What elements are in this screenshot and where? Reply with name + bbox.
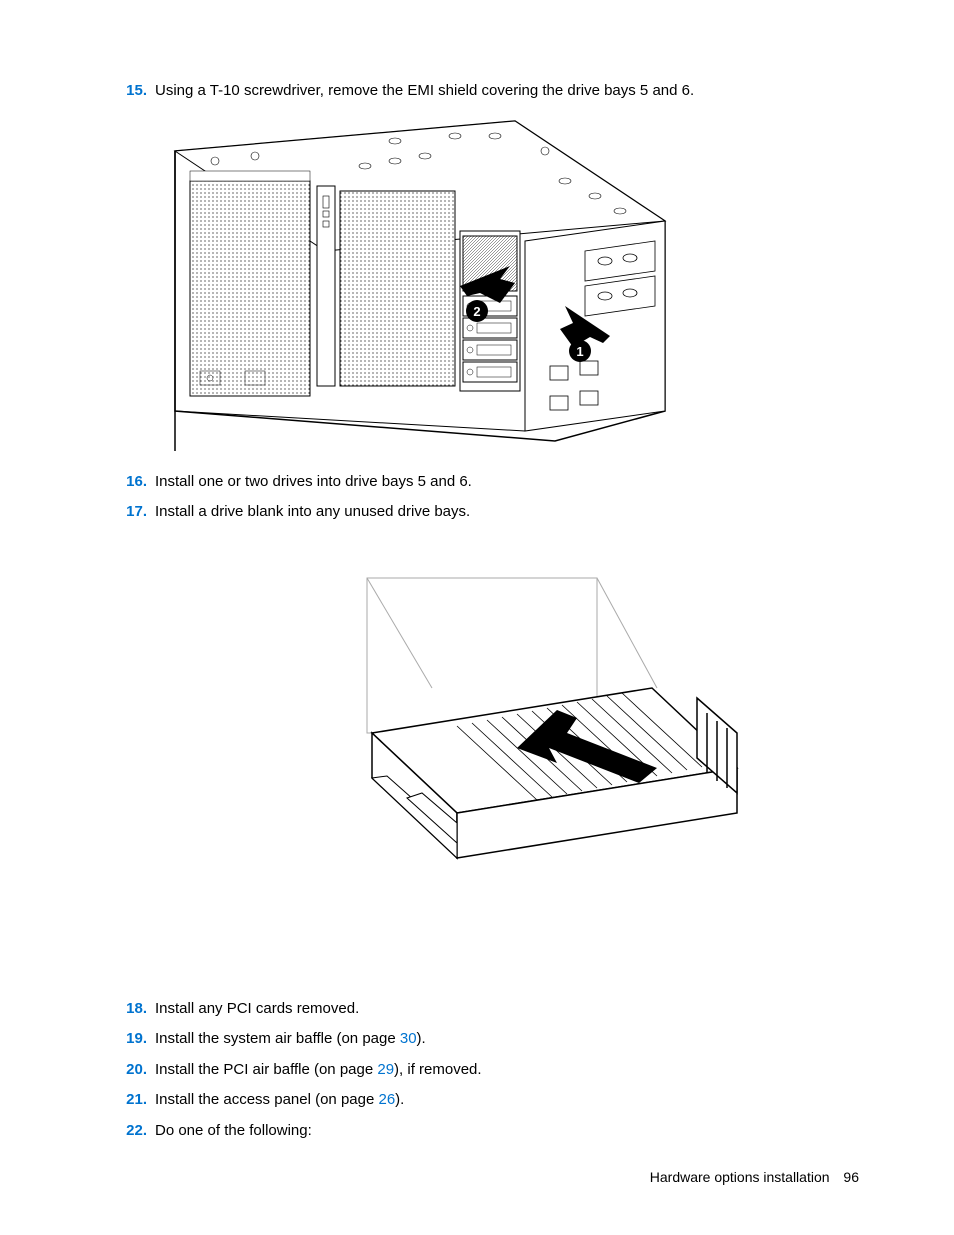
step-number: 19. bbox=[117, 1028, 147, 1051]
svg-text:1: 1 bbox=[576, 344, 583, 359]
step-text: Install any PCI cards removed. bbox=[155, 998, 859, 1021]
page-footer: Hardware options installation 96 bbox=[650, 1169, 859, 1185]
step-21: 21. Install the access panel (on page 26… bbox=[155, 1089, 859, 1112]
step-20: 20. Install the PCI air baffle (on page … bbox=[155, 1059, 859, 1082]
step-text-b: ), if removed. bbox=[394, 1061, 482, 1078]
step-15: 15. Using a T-10 screwdriver, remove the… bbox=[155, 80, 859, 103]
step-22: 22. Do one of the following: bbox=[155, 1120, 859, 1143]
step-text: Install the system air baffle (on page 3… bbox=[155, 1028, 859, 1051]
step-text-a: Install the PCI air baffle (on page bbox=[155, 1061, 377, 1078]
footer-page-number: 96 bbox=[843, 1169, 859, 1185]
step-number: 20. bbox=[117, 1059, 147, 1082]
step-16: 16. Install one or two drives into drive… bbox=[155, 471, 859, 494]
step-17: 17. Install a drive blank into any unuse… bbox=[155, 501, 859, 524]
step-text-a: Install the system air baffle (on page bbox=[155, 1030, 400, 1047]
step-number: 17. bbox=[117, 501, 147, 524]
step-18: 18. Install any PCI cards removed. bbox=[155, 998, 859, 1021]
step-number: 15. bbox=[117, 80, 147, 103]
figure-server-chassis: 1 2 bbox=[155, 111, 859, 451]
figure-drive-blank bbox=[257, 538, 757, 898]
step-text: Install the access panel (on page 26). bbox=[155, 1089, 859, 1112]
step-19: 19. Install the system air baffle (on pa… bbox=[155, 1028, 859, 1051]
step-text: Install one or two drives into drive bay… bbox=[155, 471, 859, 494]
step-text: Do one of the following: bbox=[155, 1120, 859, 1143]
step-text: Using a T-10 screwdriver, remove the EMI… bbox=[155, 80, 859, 103]
step-text-b: ). bbox=[417, 1030, 426, 1047]
svg-text:2: 2 bbox=[473, 304, 480, 319]
step-text: Install a drive blank into any unused dr… bbox=[155, 501, 859, 524]
page-link[interactable]: 29 bbox=[377, 1061, 394, 1078]
step-text-b: ). bbox=[395, 1091, 404, 1108]
step-text: Install the PCI air baffle (on page 29),… bbox=[155, 1059, 859, 1082]
step-number: 16. bbox=[117, 471, 147, 494]
page-link[interactable]: 30 bbox=[400, 1030, 417, 1047]
step-number: 22. bbox=[117, 1120, 147, 1143]
step-text-a: Install the access panel (on page bbox=[155, 1091, 378, 1108]
step-number: 18. bbox=[117, 998, 147, 1021]
footer-section: Hardware options installation bbox=[650, 1169, 830, 1185]
step-number: 21. bbox=[117, 1089, 147, 1112]
page-link[interactable]: 26 bbox=[378, 1091, 395, 1108]
